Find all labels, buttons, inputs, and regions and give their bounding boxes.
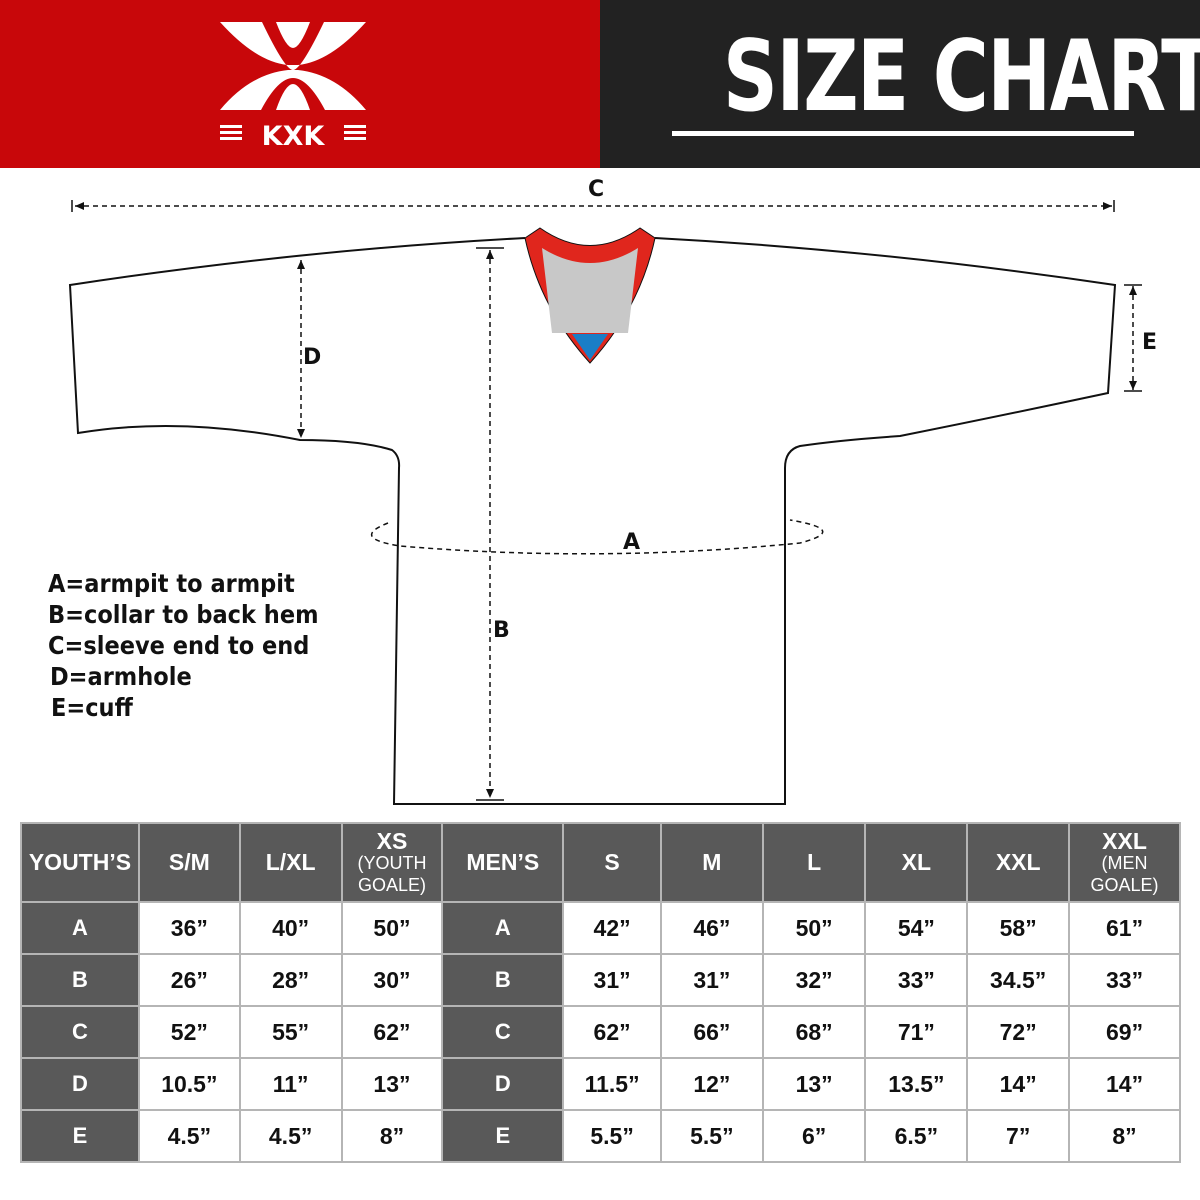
men-size-header: L [761, 822, 867, 903]
jersey-diagram [68, 200, 1142, 805]
table-row: D 10.5” 11” 13” D 11.5” 12” 13” 13.5” 14” 14” [20, 1057, 1181, 1111]
title-banner [600, 0, 1200, 168]
svg-text:KXK: KXK [262, 121, 326, 152]
youth-value: 4.5” [137, 1109, 241, 1163]
table-row: A 36” 40” 50” A 42” 46” 50” 54” 58” 61” [20, 901, 1181, 955]
men-size-header: M [660, 822, 764, 903]
youth-value: 50” [340, 901, 444, 955]
size-note: GOALE) [1090, 874, 1159, 895]
legend-item: A=armpit to armpit [48, 569, 295, 598]
men-value: 5.5” [660, 1109, 764, 1163]
youth-value: 30” [340, 953, 444, 1007]
table-row: C 52” 55” 62” C 62” 66” 68” 71” 72” 69” [20, 1005, 1181, 1059]
table-header-row: YOUTH’S S/M L/XL XS (YOUTH GOALE) MEN’S S M L XL XX… [20, 822, 1181, 903]
row-label: C [20, 1005, 140, 1059]
men-value: 50” [761, 901, 867, 955]
men-value: 5.5” [562, 1109, 662, 1163]
row-label: C [441, 1005, 565, 1059]
men-value: 62” [562, 1005, 662, 1059]
men-value: 6” [761, 1109, 867, 1163]
men-value: 11.5” [562, 1057, 662, 1111]
men-value: 31” [660, 953, 764, 1007]
youth-value: 52” [137, 1005, 241, 1059]
table-row: E 4.5” 4.5” 8” E 5.5” 5.5” 6” 6.5” 7” 8” [20, 1109, 1181, 1163]
men-value: 58” [966, 901, 1071, 955]
men-size-header: XXL (MEN GOALE) [1068, 822, 1181, 903]
page-title: SIZE CHART [722, 20, 1200, 134]
size-label: XXL [1102, 827, 1147, 854]
label-d: D [303, 345, 322, 370]
size-label: XS [376, 827, 408, 854]
title-underline [672, 131, 1134, 136]
row-label: D [441, 1057, 565, 1111]
size-note: GOALE) [357, 874, 426, 895]
men-value: 66” [660, 1005, 764, 1059]
youth-value: 62” [340, 1005, 444, 1059]
kxk-logo: KXK [220, 22, 366, 152]
youth-value: 13” [340, 1057, 444, 1111]
size-note: (MEN [1101, 852, 1148, 873]
men-size-header: XL [864, 822, 969, 903]
men-value: 61” [1068, 901, 1181, 955]
youth-value: 11” [238, 1057, 343, 1111]
label-e: E [1142, 330, 1158, 355]
youth-value: 40” [238, 901, 343, 955]
legend-item: D=armhole [50, 662, 192, 691]
men-value: 72” [966, 1005, 1071, 1059]
men-value: 68” [761, 1005, 867, 1059]
men-value: 6.5” [864, 1109, 969, 1163]
youth-value: 36” [137, 901, 241, 955]
men-header: MEN’S [441, 822, 565, 903]
youth-value: 26” [137, 953, 241, 1007]
legend-item: E=cuff [51, 693, 133, 722]
men-value: 34.5” [966, 953, 1071, 1007]
legend-item: C=sleeve end to end [48, 631, 310, 660]
row-label: E [20, 1109, 140, 1163]
youth-size-header: S/M [137, 822, 241, 903]
brand-header: KXK [0, 0, 600, 168]
youth-size-header: XS (YOUTH GOALE) [340, 822, 444, 903]
size-table: YOUTH’S S/M L/XL XS (YOUTH GOALE) MEN’S S M L XL XX… [20, 822, 1181, 1163]
men-value: 13.5” [864, 1057, 969, 1111]
size-note: (YOUTH [357, 852, 427, 873]
men-value: 33” [864, 953, 969, 1007]
youth-header: YOUTH’S [20, 822, 140, 903]
men-value: 31” [562, 953, 662, 1007]
men-value: 7” [966, 1109, 1071, 1163]
men-value: 69” [1068, 1005, 1181, 1059]
legend-item: B=collar to back hem [48, 600, 319, 629]
youth-value: 10.5” [137, 1057, 241, 1111]
men-value: 13” [761, 1057, 867, 1111]
men-value: 14” [966, 1057, 1071, 1111]
men-value: 42” [562, 901, 662, 955]
label-c: C [588, 177, 605, 202]
row-label: D [20, 1057, 140, 1111]
men-value: 46” [660, 901, 764, 955]
men-value: 32” [761, 953, 867, 1007]
row-label: B [20, 953, 140, 1007]
row-label: E [441, 1109, 565, 1163]
men-value: 14” [1068, 1057, 1181, 1111]
row-label: A [441, 901, 565, 955]
youth-size-header: L/XL [238, 822, 343, 903]
men-size-header: XXL [966, 822, 1071, 903]
youth-value: 55” [238, 1005, 343, 1059]
row-label: B [441, 953, 565, 1007]
row-label: A [20, 901, 140, 955]
measurement-legend: A=armpit to armpit B=collar to back hem … [48, 568, 349, 723]
men-value: 12” [660, 1057, 764, 1111]
label-b: B [493, 618, 510, 643]
table-row: B 26” 28” 30” B 31” 31” 32” 33” 34.5” 33” [20, 953, 1181, 1007]
men-value: 8” [1068, 1109, 1181, 1163]
youth-value: 4.5” [238, 1109, 343, 1163]
youth-value: 28” [238, 953, 343, 1007]
men-value: 33” [1068, 953, 1181, 1007]
men-value: 54” [864, 901, 969, 955]
label-a: A [623, 530, 641, 555]
youth-value: 8” [340, 1109, 444, 1163]
men-size-header: S [562, 822, 662, 903]
men-value: 71” [864, 1005, 969, 1059]
